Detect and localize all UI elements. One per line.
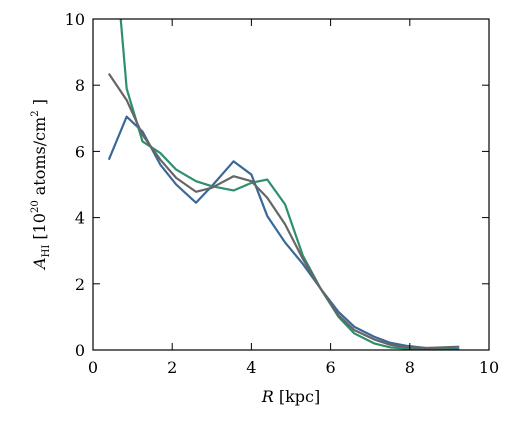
ticks-layer: 0 2 4 6 8 10 0 2 4 6 8 10 xyxy=(65,10,500,377)
y-axis-label-middle: atoms/cm xyxy=(30,117,49,201)
y-tick-label-8: 8 xyxy=(75,76,85,95)
y-tick-label-10: 10 xyxy=(65,10,85,29)
y-axis-label-superscript2: 2 xyxy=(30,110,41,116)
x-tick-label-2: 2 xyxy=(167,358,177,377)
series-line-2 xyxy=(119,19,460,350)
series-layer xyxy=(107,19,460,350)
y-axis-label-base: A xyxy=(30,257,49,271)
x-tick-label-8: 8 xyxy=(405,358,415,377)
x-axis-label: R [kpc] xyxy=(261,387,321,406)
series-line-1 xyxy=(107,115,460,350)
y-tick-label-4: 4 xyxy=(75,209,85,228)
x-tick-label-4: 4 xyxy=(246,358,256,377)
y-axis-label-end: ] xyxy=(30,99,49,110)
x-axis-label-rest: [kpc] xyxy=(274,387,320,406)
y-tick-label-2: 2 xyxy=(75,275,85,294)
x-axis-label-italic: R xyxy=(261,387,274,406)
series-line-3 xyxy=(107,73,460,350)
x-tick-label-6: 6 xyxy=(326,358,336,377)
y-axis-label-superscript: 20 xyxy=(30,200,41,213)
y-axis-label: AHI [1020 atoms/cm2 ] xyxy=(30,99,52,271)
x-tick-label-10: 10 xyxy=(479,358,499,377)
y-axis-label-before-sup: [10 xyxy=(30,213,49,245)
plot-frame xyxy=(92,18,490,351)
labels-layer: R [kpc] AHI [1020 atoms/cm2 ] xyxy=(30,99,320,406)
x-tick-label-0: 0 xyxy=(88,358,98,377)
y-tick-label-6: 6 xyxy=(75,142,85,161)
y-tick-label-0: 0 xyxy=(75,341,85,360)
y-axis-label-subscript: HI xyxy=(41,245,52,258)
